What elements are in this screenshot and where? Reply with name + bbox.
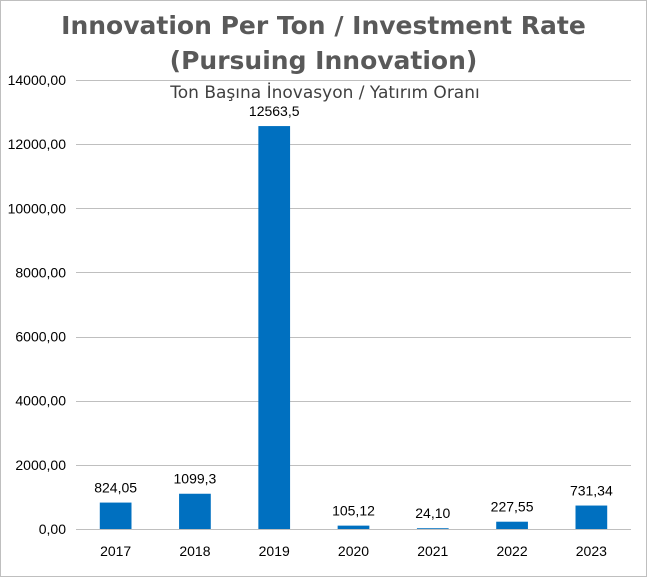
data-labels: 824,05 1099,3 12563,5 105,12 24,10 227,55 731,… [94, 103, 613, 521]
data-label-2018: 1099,3 [174, 471, 217, 487]
x-tick-label-2019: 2019 [259, 543, 290, 559]
y-tick-label-0: 0,00 [39, 521, 66, 537]
bar-2021 [416, 528, 449, 529]
x-axis-tick-labels: 2017 2018 2019 2020 2021 2022 2023 [100, 543, 607, 559]
x-tick-label-2017: 2017 [100, 543, 131, 559]
x-tick-label-2018: 2018 [179, 543, 210, 559]
bar-2022 [496, 521, 528, 529]
y-tick-label-7: 14000,00 [8, 72, 67, 88]
y-tick-label-5: 10000,00 [8, 200, 67, 216]
y-tick-label-2: 4000,00 [15, 393, 66, 409]
bar-2017 [99, 502, 132, 529]
chart-title-line-2: (Pursuing Innovation) [169, 46, 478, 75]
data-label-2022: 227,55 [491, 499, 534, 515]
y-tick-label-6: 12000,00 [8, 136, 67, 152]
x-tick-label-2021: 2021 [417, 543, 448, 559]
y-axis-tick-labels: 0,00 2000,00 4000,00 6000,00 8000,00 10000,00… [8, 72, 67, 537]
bar-2023 [575, 505, 608, 529]
x-tick-label-2020: 2020 [338, 543, 369, 559]
y-tick-label-3: 6000,00 [15, 329, 66, 345]
y-tick-label-1: 2000,00 [15, 457, 66, 473]
chart-subtitle: Ton Başına İnovasyon / Yatırım Oranı [169, 82, 479, 103]
bar-2018 [179, 493, 211, 529]
x-tick-label-2023: 2023 [576, 543, 607, 559]
data-label-2021: 24,10 [415, 505, 450, 521]
data-label-2020: 105,12 [332, 503, 375, 519]
data-label-2023: 731,34 [570, 483, 613, 499]
x-tick-label-2022: 2022 [496, 543, 527, 559]
chart-title: Innovation Per Ton / Investment Rate (Pu… [0, 8, 647, 78]
chart-title-line-1: Innovation Per Ton / Investment Rate [61, 11, 586, 40]
gridlines [76, 80, 631, 530]
data-label-2017: 824,05 [94, 480, 137, 496]
bar-2020 [337, 525, 370, 529]
data-label-2019: 12563,5 [249, 103, 300, 119]
bar-2019 [258, 126, 291, 529]
y-tick-label-4: 8000,00 [15, 264, 66, 280]
bars [99, 126, 608, 529]
